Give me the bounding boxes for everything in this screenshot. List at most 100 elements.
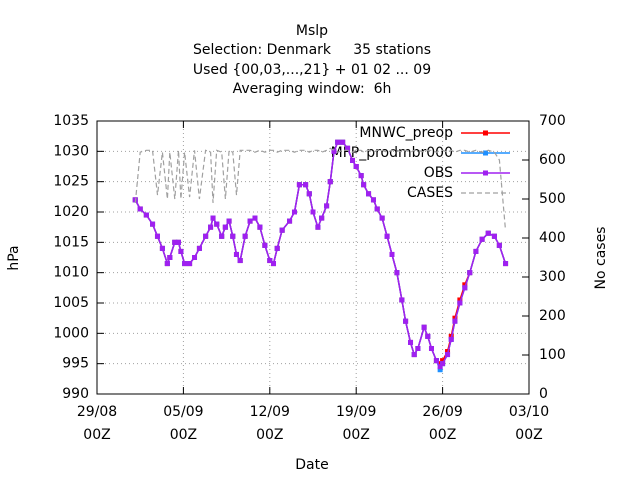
y-tick-label: 1030 <box>53 143 89 159</box>
series-point <box>324 203 330 209</box>
y2-tick-label: 400 <box>539 230 566 246</box>
series-point <box>349 157 355 163</box>
series-point <box>172 239 178 245</box>
series-point <box>448 336 454 342</box>
series-point <box>271 261 277 267</box>
series-point <box>445 352 451 358</box>
x-tick-label: 00Z <box>170 427 197 443</box>
x-tick-label: 00Z <box>515 427 542 443</box>
series-point <box>164 261 170 267</box>
chart-title: Mslp <box>296 23 328 39</box>
series-point <box>287 218 293 224</box>
series-point <box>399 297 405 303</box>
y2-tick-label: 700 <box>539 113 566 129</box>
series-point <box>452 318 458 324</box>
x-tick-label: 00Z <box>342 427 369 443</box>
series-point <box>379 215 385 221</box>
series-point <box>370 197 376 203</box>
series-point <box>262 242 268 248</box>
series-point <box>440 358 446 364</box>
y2-tick-label: 200 <box>539 308 566 324</box>
series-point <box>143 212 149 218</box>
series-point <box>267 258 273 264</box>
series-point <box>491 233 497 239</box>
series-point <box>437 367 443 373</box>
series-point <box>159 245 165 251</box>
series-point <box>226 218 232 224</box>
y-tick-label: 1035 <box>53 113 89 129</box>
series-point <box>421 324 427 330</box>
series-point <box>150 221 156 227</box>
chart-subtitle: Selection: Denmark 35 stations <box>193 42 431 58</box>
y-tick-label: 1010 <box>53 265 89 281</box>
y-tick-label: 1020 <box>53 204 89 220</box>
y-tick-label: 1025 <box>53 174 89 190</box>
legend-marker <box>483 150 488 156</box>
series-point <box>462 285 468 291</box>
series-point <box>327 179 333 185</box>
series-point <box>257 224 263 230</box>
series-point <box>467 270 473 276</box>
series-point <box>247 218 253 224</box>
series-point <box>479 236 485 242</box>
series-point <box>473 248 479 254</box>
series-point <box>219 233 225 239</box>
series-point <box>415 346 421 351</box>
series-point <box>310 209 316 215</box>
series-point <box>274 245 280 251</box>
series-point <box>452 315 458 321</box>
y-tick-label: 995 <box>62 356 89 372</box>
series-point <box>182 261 188 267</box>
legend-label: OBS <box>424 165 453 181</box>
series-point <box>353 164 359 169</box>
series-point <box>331 148 337 154</box>
series-point <box>437 364 443 370</box>
series-point <box>340 139 346 145</box>
series-point <box>411 352 417 358</box>
series-point <box>503 261 509 267</box>
series-point <box>279 227 285 233</box>
y-axis-label: hPa <box>6 245 22 270</box>
series-point <box>315 224 321 230</box>
y2-tick-label: 300 <box>539 269 566 285</box>
y-tick-label: 1005 <box>53 295 89 311</box>
series-point <box>433 358 439 364</box>
series-point <box>319 215 325 221</box>
legend-label: MFP_prodmbr000 <box>331 145 453 161</box>
x-axis-label: Date <box>295 457 328 473</box>
y2-axis-label: No cases <box>593 227 609 290</box>
series-point <box>175 239 181 245</box>
series-line <box>134 147 507 231</box>
chart-subtitle: Used {00,03,...,21} + 01 02 ... 09 <box>193 62 431 78</box>
series-point <box>208 224 214 230</box>
series-point <box>440 361 446 367</box>
series-point <box>196 245 202 251</box>
y2-tick-label: 500 <box>539 191 566 207</box>
x-tick-label: 03/10 <box>509 404 549 420</box>
x-tick-label: 19/09 <box>336 404 376 420</box>
legend-label: CASES <box>407 185 453 201</box>
legend-label: MNWC_preop <box>359 125 453 141</box>
series-point <box>457 300 463 306</box>
series-point <box>389 251 395 257</box>
series-point <box>428 346 434 351</box>
series-point <box>374 206 380 212</box>
series-point <box>210 215 216 221</box>
series-point <box>252 215 258 221</box>
series-point <box>462 282 468 288</box>
series-point <box>335 139 341 145</box>
series-point <box>154 233 160 239</box>
series-point <box>306 191 312 197</box>
y-tick-label: 1000 <box>53 325 89 341</box>
series-point <box>233 251 239 257</box>
series-point <box>203 233 209 239</box>
y-tick-label: 1015 <box>53 234 89 250</box>
legend-marker <box>483 130 488 136</box>
series-point <box>214 221 220 227</box>
series-point <box>242 233 248 239</box>
series-point <box>408 339 414 345</box>
series-point <box>237 258 243 264</box>
series-point <box>496 242 502 248</box>
y-tick-label: 990 <box>62 386 89 402</box>
